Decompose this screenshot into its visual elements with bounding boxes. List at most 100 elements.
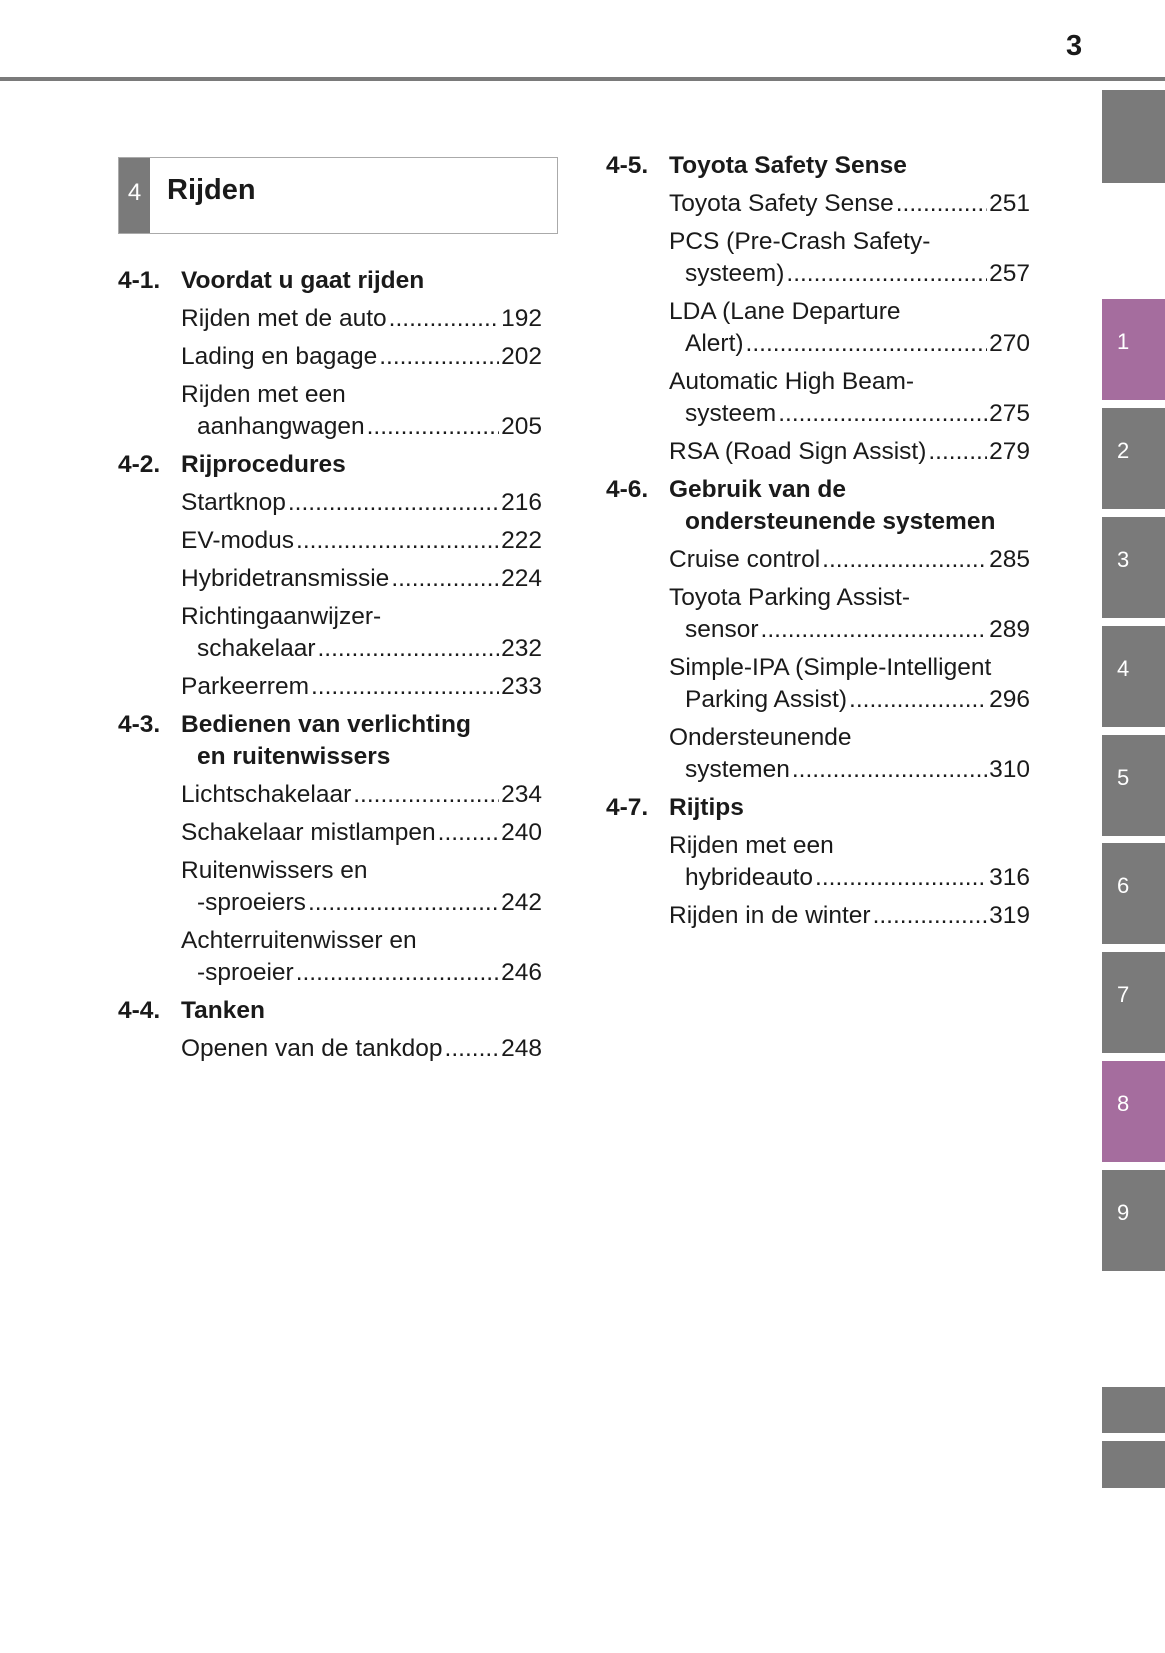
toc-entry-line: Cruise control 285 bbox=[669, 544, 1030, 576]
toc-entry-text: Openen van de tankdop bbox=[181, 1035, 443, 1062]
side-tab[interactable]: 9 bbox=[1102, 1170, 1165, 1271]
toc-entry[interactable]: Hybridetransmissie 224 bbox=[181, 563, 542, 595]
toc-entry[interactable]: RSA (Road Sign Assist) 279 bbox=[669, 436, 1030, 468]
toc-entry[interactable]: Rijden met een hybrideauto 316 bbox=[669, 830, 1030, 894]
toc-entry[interactable]: EV-modus 222 bbox=[181, 525, 542, 557]
side-tab[interactable]: 4 bbox=[1102, 626, 1165, 727]
toc-entry-line: Rijden met een bbox=[669, 830, 1030, 862]
side-tab[interactable]: 1 bbox=[1102, 299, 1165, 400]
toc-entry[interactable]: Automatic High Beam-systeem 275 bbox=[669, 366, 1030, 430]
section-heading: 4-1. Voordat u gaat rijden bbox=[118, 265, 542, 297]
side-tab[interactable]: 7 bbox=[1102, 952, 1165, 1053]
side-tab[interactable]: 3 bbox=[1102, 517, 1165, 618]
toc-page-number[interactable]: 270 bbox=[989, 330, 1030, 357]
toc-page-number[interactable]: 192 bbox=[501, 305, 542, 332]
toc-entry[interactable]: Lading en bagage 202 bbox=[181, 341, 542, 373]
toc-page-number[interactable]: 222 bbox=[501, 527, 542, 554]
side-tab[interactable] bbox=[1102, 1387, 1165, 1433]
toc-page-number[interactable]: 240 bbox=[501, 819, 542, 846]
side-tab[interactable]: 5 bbox=[1102, 735, 1165, 836]
toc-entry[interactable]: Startknop 216 bbox=[181, 487, 542, 519]
section-heading: 4-5. Toyota Safety Sense bbox=[606, 150, 1030, 182]
side-tab[interactable]: 8 bbox=[1102, 1061, 1165, 1162]
toc-entry[interactable]: LDA (Lane Departure Alert) 270 bbox=[669, 296, 1030, 360]
dot-leader bbox=[296, 525, 499, 557]
dot-leader bbox=[873, 900, 988, 932]
section-title-line: Rijtips bbox=[669, 794, 744, 821]
section-title: Bedienen van verlichting en ruitenwissers bbox=[181, 709, 542, 773]
toc-page-number[interactable]: 205 bbox=[501, 413, 542, 440]
toc-entry[interactable]: PCS (Pre-Crash Safety-systeem) 257 bbox=[669, 226, 1030, 290]
section-number: 4-1. bbox=[118, 267, 161, 294]
toc-entry[interactable]: Lichtschakelaar 234 bbox=[181, 779, 542, 811]
toc-page-number[interactable]: 233 bbox=[501, 673, 542, 700]
side-tab[interactable]: 2 bbox=[1102, 408, 1165, 509]
side-tab[interactable]: 6 bbox=[1102, 843, 1165, 944]
toc-entry[interactable]: Rijden met een aanhangwagen 205 bbox=[181, 379, 542, 443]
toc-page-number[interactable]: 319 bbox=[989, 902, 1030, 929]
toc-page-number[interactable]: 234 bbox=[501, 781, 542, 808]
toc-entry[interactable]: Openen van de tankdop 248 bbox=[181, 1033, 542, 1065]
side-tab[interactable] bbox=[1102, 90, 1165, 183]
dot-leader bbox=[445, 1033, 500, 1065]
toc-entry-line: hybrideauto 316 bbox=[669, 862, 1030, 894]
toc-page-number[interactable]: 232 bbox=[501, 635, 542, 662]
toc-entry-line: LDA (Lane Departure bbox=[669, 296, 1030, 328]
toc-page-number[interactable]: 279 bbox=[989, 438, 1030, 465]
toc-entry-text: Toyota Parking Assist- bbox=[669, 584, 911, 611]
toc-page-number[interactable]: 275 bbox=[989, 400, 1030, 427]
toc-entry-line: EV-modus 222 bbox=[181, 525, 542, 557]
dot-leader bbox=[896, 188, 987, 220]
toc-entry[interactable]: Toyota Safety Sense 251 bbox=[669, 188, 1030, 220]
toc-entry-text: PCS (Pre-Crash Safety- bbox=[669, 228, 931, 255]
section-title-line: Voordat u gaat rijden bbox=[181, 267, 425, 294]
dot-leader bbox=[296, 957, 499, 989]
dot-leader bbox=[389, 303, 499, 335]
dot-leader bbox=[822, 544, 987, 576]
section-number: 4-3. bbox=[118, 711, 161, 738]
chapter-title: Rijden bbox=[167, 174, 256, 206]
toc-page-number[interactable]: 285 bbox=[989, 546, 1030, 573]
side-tab[interactable] bbox=[1102, 1441, 1165, 1488]
section-title-line: Rijprocedures bbox=[181, 451, 346, 478]
page-number: 3 bbox=[1066, 30, 1083, 62]
chapter-number: 4 bbox=[119, 158, 150, 233]
toc-entry-text: EV-modus bbox=[181, 527, 295, 554]
toc-page-number[interactable]: 310 bbox=[989, 756, 1030, 783]
section-title: Gebruik van de ondersteunende systemen bbox=[669, 474, 1030, 538]
toc-entry[interactable]: Achterruitenwisser en -sproeier 246 bbox=[181, 925, 542, 989]
toc-entry[interactable]: Ondersteunende systemen 310 bbox=[669, 722, 1030, 786]
dot-leader bbox=[353, 779, 499, 811]
toc-entry-text: -sproeiers bbox=[197, 889, 306, 916]
dot-leader bbox=[786, 258, 987, 290]
toc-entry[interactable]: Simple-IPA (Simple-Intelligent Parking As… bbox=[669, 652, 1030, 716]
toc-entry[interactable]: Toyota Parking Assist-sensor 289 bbox=[669, 582, 1030, 646]
toc-entry[interactable]: Parkeerrem 233 bbox=[181, 671, 542, 703]
toc-page-number[interactable]: 202 bbox=[501, 343, 542, 370]
dot-leader bbox=[792, 754, 987, 786]
toc-page-number[interactable]: 224 bbox=[501, 565, 542, 592]
section-title: Rijprocedures bbox=[181, 449, 542, 481]
toc-page-number[interactable]: 289 bbox=[989, 616, 1030, 643]
toc-page-number[interactable]: 316 bbox=[989, 864, 1030, 891]
toc-entry[interactable]: Ruitenwissers en -sproeiers 242 bbox=[181, 855, 542, 919]
toc-entry-text: Richtingaanwijzer- bbox=[181, 603, 382, 630]
toc-page-number[interactable]: 251 bbox=[989, 190, 1030, 217]
toc-page-number[interactable]: 246 bbox=[501, 959, 542, 986]
toc-entry-text: Ondersteunende bbox=[669, 724, 852, 751]
toc-entry[interactable]: Cruise control 285 bbox=[669, 544, 1030, 576]
toc-entry[interactable]: Richtingaanwijzer-schakelaar 232 bbox=[181, 601, 542, 665]
section-number: 4-7. bbox=[606, 794, 649, 821]
toc-column-right: 4-5. Toyota Safety Sense Toyota Safety Sen… bbox=[606, 150, 1030, 938]
toc-entry[interactable]: Rijden in de winter 319 bbox=[669, 900, 1030, 932]
toc-page-number[interactable]: 216 bbox=[501, 489, 542, 516]
toc-entry[interactable]: Schakelaar mistlampen 240 bbox=[181, 817, 542, 849]
toc-entry-line: Rijden met de auto 192 bbox=[181, 303, 542, 335]
dot-leader bbox=[379, 341, 499, 373]
toc-page-number[interactable]: 242 bbox=[501, 889, 542, 916]
toc-page-number[interactable]: 248 bbox=[501, 1035, 542, 1062]
toc-page-number[interactable]: 296 bbox=[989, 686, 1030, 713]
toc-entry[interactable]: Rijden met de auto 192 bbox=[181, 303, 542, 335]
side-tab-label: 1 bbox=[1117, 329, 1130, 354]
toc-page-number[interactable]: 257 bbox=[989, 260, 1030, 287]
